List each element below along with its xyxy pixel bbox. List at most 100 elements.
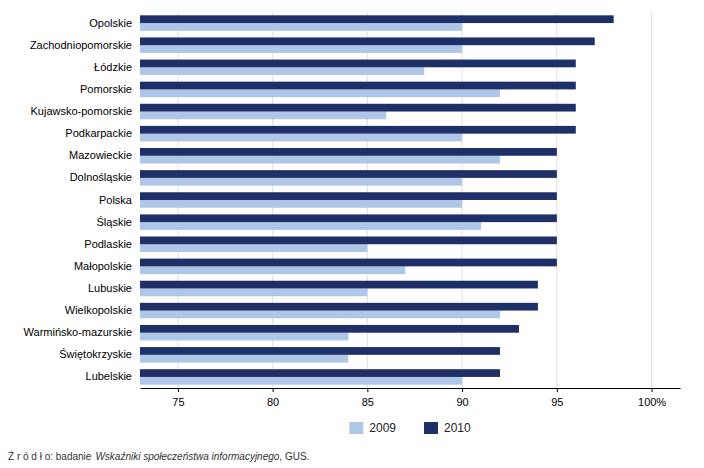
bar — [140, 222, 481, 230]
bar — [140, 259, 557, 267]
y-tick-label: Śląskie — [97, 216, 132, 228]
x-axis-line — [141, 388, 681, 389]
y-tick: Dolnośląskie — [70, 171, 140, 183]
y-tick-label: Zachodniopomorskie — [30, 39, 132, 51]
x-tick: 90 — [456, 388, 468, 408]
y-tick-label: Lubuskie — [88, 282, 132, 294]
y-tick-label: Opolskie — [89, 17, 132, 29]
bar — [140, 311, 500, 319]
bars — [140, 15, 614, 384]
y-tick-label: Polska — [99, 194, 133, 206]
x-tick-mark — [462, 388, 463, 392]
chart: 75 80 85 90 95 100% Opolskie Zachodniopomorskie… — [0, 0, 704, 468]
bar — [140, 89, 500, 97]
y-tick-label: Podlaskie — [84, 238, 132, 250]
x-tick-mark — [178, 388, 179, 392]
bar — [140, 236, 557, 244]
y-tick-label: Małopolskie — [74, 260, 132, 272]
y-tick: Warmińsko-mazurskie — [24, 326, 140, 338]
legend: 2009 2010 — [349, 421, 471, 435]
x-tick: 85 — [362, 388, 374, 408]
bar — [140, 67, 424, 75]
y-tick: Śląskie — [97, 216, 140, 228]
bar — [140, 60, 576, 68]
bar — [140, 23, 462, 31]
bar — [140, 288, 367, 296]
x-tick-label: 75 — [172, 396, 184, 408]
bar — [140, 192, 557, 200]
y-tick: Zachodniopomorskie — [30, 39, 140, 51]
source-note: Wskaźniki społeczeństwa informacyjnego — [95, 451, 279, 462]
legend-label: 2010 — [444, 421, 471, 435]
bar — [140, 45, 462, 53]
x-tick-mark — [367, 388, 368, 392]
x-tick-label: 80 — [267, 396, 279, 408]
bar — [140, 303, 538, 311]
x-tick: 80 — [267, 388, 279, 408]
legend-label: 2009 — [369, 421, 396, 435]
bar — [140, 170, 557, 178]
y-tick: Kujawsko-pomorskie — [31, 105, 140, 117]
y-tick: Świętokrzyskie — [59, 348, 140, 360]
legend-item: 2009 — [349, 421, 396, 435]
y-tick-label: Lubelskie — [86, 370, 132, 382]
bar — [140, 347, 500, 355]
x-tick: 95 — [551, 388, 563, 408]
bar — [140, 281, 538, 289]
y-tick: Polska — [99, 194, 140, 206]
y-tick-label: Warmińsko-mazurskie — [24, 326, 132, 338]
bar — [140, 15, 614, 23]
bar — [140, 82, 576, 90]
y-tick-label: Kujawsko-pomorskie — [31, 105, 132, 117]
bar — [140, 200, 462, 208]
grid-line — [651, 12, 652, 388]
y-axis: Opolskie Zachodniopomorskie Łódzkie Pomorsk… — [24, 17, 140, 383]
y-tick: Mazowieckie — [69, 149, 140, 161]
x-tick: 75 — [172, 388, 184, 408]
x-tick: 100% — [638, 388, 666, 408]
x-tick-label: 90 — [456, 396, 468, 408]
y-tick-label: Świętokrzyskie — [59, 348, 132, 360]
x-tick-label: 100% — [638, 396, 666, 408]
bar — [140, 104, 576, 112]
bar — [140, 369, 500, 377]
legend-item: 2010 — [424, 421, 471, 435]
source-note: , GUS. — [279, 451, 309, 462]
bar — [140, 112, 386, 120]
y-tick: Lubuskie — [88, 282, 140, 294]
bar — [140, 126, 576, 134]
y-tick-label: Wielkopolskie — [65, 304, 132, 316]
x-tick-label: 95 — [551, 396, 563, 408]
x-tick-mark — [273, 388, 274, 392]
y-tick-label: Podkarpackie — [65, 127, 132, 139]
bar — [140, 156, 500, 164]
x-tick-mark — [652, 388, 653, 392]
y-tick: Podkarpackie — [65, 127, 140, 139]
bar — [140, 37, 595, 45]
y-tick-label: Dolnośląskie — [70, 171, 132, 183]
source-note: Ź r ó d ł o: badanie — [8, 450, 92, 462]
y-tick: Lubelskie — [86, 370, 140, 382]
bar — [140, 377, 462, 385]
legend-swatch — [349, 422, 363, 434]
bar — [140, 266, 405, 274]
y-tick: Małopolskie — [74, 260, 140, 272]
bar-series — [140, 15, 614, 377]
y-tick: Opolskie — [89, 17, 140, 29]
bar — [140, 178, 462, 186]
bar — [140, 148, 557, 156]
y-tick: Łódzkie — [94, 61, 140, 73]
y-tick: Podlaskie — [84, 238, 140, 250]
bar — [140, 355, 348, 363]
bar — [140, 244, 367, 252]
y-tick-label: Mazowieckie — [69, 149, 132, 161]
y-tick: Wielkopolskie — [65, 304, 140, 316]
x-tick-mark — [557, 388, 558, 392]
bar — [140, 325, 519, 333]
y-tick-label: Pomorskie — [80, 83, 132, 95]
x-tick-label: 85 — [362, 396, 374, 408]
bar — [140, 214, 557, 222]
y-tick-label: Łódzkie — [94, 61, 132, 73]
y-tick: Pomorskie — [80, 83, 140, 95]
bar — [140, 333, 348, 341]
